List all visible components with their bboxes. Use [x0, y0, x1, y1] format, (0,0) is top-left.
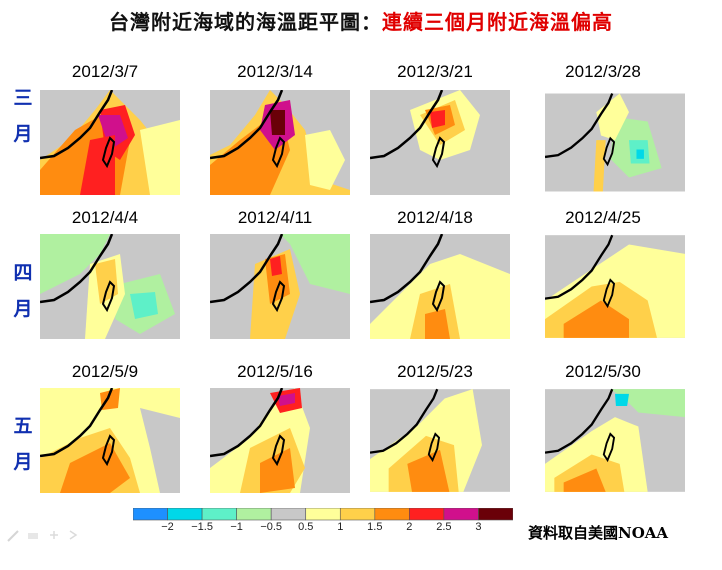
sst-anomaly-map: [40, 388, 180, 493]
sst-anomaly-map: [545, 93, 685, 192]
panel-date: 2012/3/14: [237, 62, 313, 81]
colorbar-swatch: [236, 507, 272, 521]
colorbar-swatch: [167, 507, 203, 521]
colorbar-tick-label: 0.5: [298, 521, 314, 533]
title-highlight: 連續三個月附近海溫偏高: [382, 10, 613, 34]
panel-date: 2012/5/30: [565, 362, 641, 381]
sst-anomaly-map: [210, 388, 350, 493]
colorbar: −2 −1.5 −1 −0.5 0.5 1 1.5 2 2.5 3: [132, 507, 514, 533]
sst-anomaly-map: [545, 388, 685, 492]
sst-anomaly-map: [210, 90, 350, 195]
colorbar-tick-label: −1: [230, 521, 243, 533]
pen-tools-icon: [7, 530, 78, 542]
colorbar-swatch: [409, 507, 445, 521]
colorbar-tick-label: −2: [161, 521, 174, 533]
colorbar-tick-label: 2.5: [436, 521, 452, 533]
panel-date: 2012/4/25: [565, 208, 641, 227]
panel-date: 2012/5/23: [397, 362, 473, 381]
month-label-april: 四月: [13, 262, 33, 320]
colorbar-swatch: [339, 507, 376, 521]
sst-anomaly-map: [545, 234, 685, 338]
sst-anomaly-map: [370, 234, 510, 339]
colorbar-swatch: [305, 507, 341, 521]
month-label-may: 五月: [13, 415, 33, 473]
panel-date: 2012/4/11: [237, 208, 313, 227]
sst-anomaly-map: [370, 388, 510, 492]
panel-date: 2012/5/16: [237, 362, 313, 381]
page-title: 台灣附近海域的海溫距平圖：連續三個月附近海溫偏高: [0, 6, 722, 35]
colorbar-tick-label: 2: [406, 521, 413, 533]
colorbar-tick-label: −1.5: [191, 521, 213, 533]
colorbar-swatch: [132, 507, 168, 521]
panel-date: 2012/3/7: [71, 62, 139, 81]
month-label-march: 三月: [13, 87, 33, 145]
colorbar-swatch: [270, 507, 307, 521]
sst-anomaly-map: [370, 90, 510, 195]
colorbar-swatch: [201, 507, 237, 521]
colorbar-tick-label: 1: [337, 521, 344, 533]
title-main: 台灣附近海域的海溫距平圖：: [109, 10, 382, 34]
colorbar-swatches: [132, 507, 514, 521]
colorbar-swatch: [374, 507, 410, 521]
colorbar-tick-label: 1.5: [367, 521, 383, 533]
panel-date: 2012/4/18: [397, 208, 473, 227]
sst-anomaly-map: [210, 234, 350, 339]
colorbar-tick-label: −0.5: [260, 521, 283, 533]
colorbar-swatch: [478, 507, 514, 521]
panel-date: 2012/4/4: [71, 208, 139, 227]
panel-date: 2012/3/28: [565, 62, 641, 81]
panel-date: 2012/5/9: [71, 362, 139, 381]
colorbar-tick-label: 3: [475, 521, 482, 533]
panel-date: 2012/3/21: [397, 62, 473, 81]
colorbar-swatch: [443, 507, 479, 521]
data-source-note: 資料取自美國NOAA: [528, 524, 669, 542]
sst-anomaly-map: [40, 90, 180, 195]
sst-anomaly-map: [40, 234, 180, 339]
